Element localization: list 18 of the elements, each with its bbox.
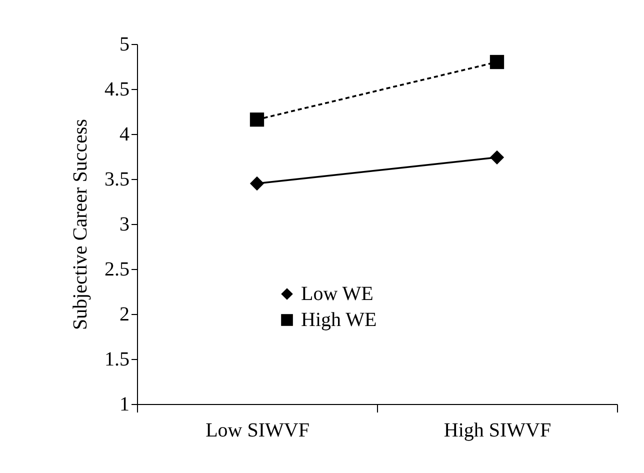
y-tick-label: 4.5 — [104, 78, 130, 100]
y-tick-label: 1.5 — [104, 348, 130, 370]
y-tick-label: 1 — [120, 394, 130, 416]
x-tick-label: Low SIWVF — [206, 420, 310, 442]
y-tick-label: 4 — [120, 124, 130, 146]
y-tick-label: 2.5 — [104, 258, 130, 280]
legend-label: Low WE — [301, 283, 374, 305]
y-tick-label: 5 — [120, 34, 130, 56]
y-tick-label: 2 — [120, 304, 130, 326]
point — [490, 54, 504, 70]
point — [250, 112, 264, 127]
y-axis-title: Subjective Career Success — [70, 118, 92, 330]
point — [250, 176, 264, 191]
x-tick-label: High SIWVF — [444, 420, 552, 442]
legend-label: High WE — [301, 309, 377, 331]
y-tick-label: 3.5 — [104, 168, 130, 190]
point — [490, 150, 504, 164]
y-tick-label: 3 — [120, 214, 130, 236]
